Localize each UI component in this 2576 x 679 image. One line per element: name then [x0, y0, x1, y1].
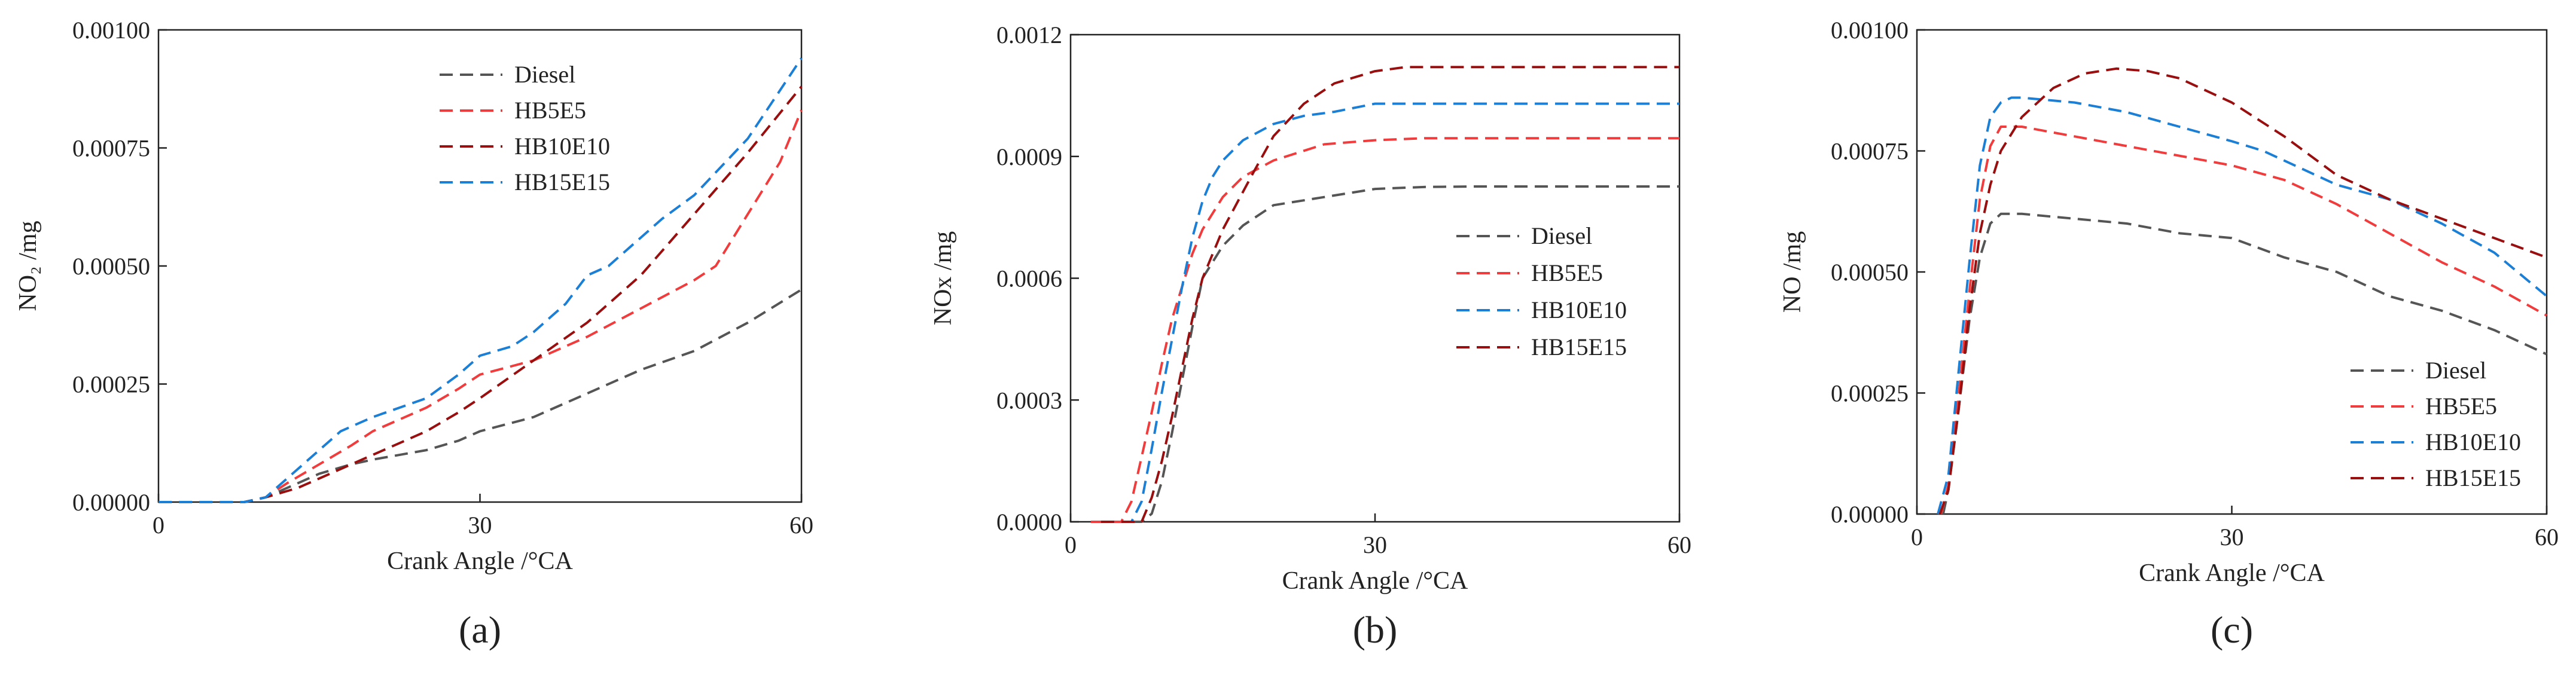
- chart-c-y-tick-label: 0.00025: [1831, 380, 1909, 407]
- chart-b-panel-label: (b): [1353, 608, 1398, 651]
- chart-c-legend: Diesel HB5E5 HB10E10 HB15E15: [2351, 357, 2521, 491]
- chart-b-y-axis-label: NOx /mg: [929, 231, 957, 326]
- chart-b-series-hb5e5-line: [1090, 137, 1679, 523]
- chart-b-legend-label-hb15e15: HB15E15: [1531, 334, 1627, 360]
- chart-c-y-tick-label: 0.00050: [1831, 259, 1909, 286]
- chart-b: 0 30 60 0.0000 0.0003 0.0006 0.0009 0.0012 Crank…: [929, 22, 1691, 651]
- chart-c-y-tick-label: 0.00100: [1831, 17, 1909, 44]
- chart-a-y-tick-label: 0.00025: [72, 371, 150, 398]
- chart-a-x-tick-label: 60: [789, 512, 813, 539]
- chart-a-series-hb10e10-line: [158, 85, 803, 503]
- chart-a-x-tick-label: 30: [468, 512, 492, 539]
- chart-b-y-tick-label: 0.0000: [996, 509, 1062, 536]
- chart-a-legend-label-hb15e15: HB15E15: [514, 169, 610, 195]
- chart-b-y-tick-label: 0.0009: [996, 143, 1062, 170]
- chart-c-x-tick-label: 30: [2220, 524, 2244, 550]
- chart-b-legend-label-hb5e5: HB5E5: [1531, 259, 1603, 286]
- chart-c-legend-label-hb15e15: HB15E15: [2425, 464, 2521, 491]
- chart-c-x-tick-label: 60: [2535, 524, 2559, 550]
- chart-b-legend-label-diesel: Diesel: [1531, 222, 1592, 249]
- chart-b-x-tick-label: 30: [1363, 531, 1387, 558]
- chart-a-y-tick-label: 0.00075: [72, 135, 150, 162]
- chart-c-y-tick-label: 0.00075: [1831, 138, 1909, 165]
- chart-c-x-tick-label: 0: [1911, 524, 1923, 550]
- chart-b-series-hb15e15-line: [1100, 66, 1679, 523]
- chart-a-legend: Diesel HB5E5 HB10E10 HB15E15: [440, 61, 610, 195]
- chart-b-legend-label-hb10e10: HB10E10: [1531, 296, 1627, 323]
- chart-b-y-tick-label: 0.0012: [996, 22, 1062, 48]
- chart-c-legend-label-diesel: Diesel: [2425, 357, 2486, 384]
- chart-a-legend-label-hb5e5: HB5E5: [514, 97, 586, 124]
- chart-a-y-tick-label: 0.00100: [72, 17, 150, 44]
- chart-b-y-tick-label: 0.0003: [996, 387, 1062, 414]
- chart-a-legend-label-diesel: Diesel: [514, 61, 575, 88]
- chart-a-y-tick-label: 0.00050: [72, 253, 150, 280]
- chart-c-series-hb5e5-line: [1940, 126, 2547, 515]
- chart-b-series-hb10e10-line: [1100, 102, 1679, 523]
- chart-c-y-axis-label: NO /mg: [1779, 231, 1806, 313]
- chart-b-x-axis-label: Crank Angle /°CA: [1282, 567, 1468, 595]
- chart-a-y-axis-label: NO₂ /mg: [14, 221, 42, 311]
- chart-c-series-hb10e10-line: [1937, 96, 2548, 515]
- chart-a-legend-label-hb10e10: HB10E10: [514, 133, 610, 160]
- chart-c-legend-label-hb5e5: HB5E5: [2425, 393, 2497, 420]
- chart-b-y-tick-label: 0.0006: [996, 265, 1062, 292]
- chart-c: 0 30 60 0.00000 0.00025 0.00050 0.00075 0.00100…: [1779, 17, 2559, 651]
- chart-c-legend-label-hb10e10: HB10E10: [2425, 429, 2521, 455]
- chart-c-x-axis-label: Crank Angle /°CA: [2139, 559, 2325, 587]
- chart-a-series-hb15e15-line: [158, 57, 803, 503]
- chart-a-series-hb5e5-line: [158, 109, 803, 503]
- chart-a-series-diesel-line: [158, 288, 803, 503]
- chart-a: 0 30 60 0.00000 0.00025 0.00050 0.00075 0.00100…: [14, 17, 813, 651]
- chart-b-legend: Diesel HB5E5 HB10E10 HB15E15: [1456, 222, 1627, 360]
- chart-a-y-tick-label: 0.00000: [72, 489, 150, 516]
- chart-c-panel-label: (c): [2211, 608, 2253, 651]
- chart-a-panel-label: (a): [459, 608, 501, 651]
- chart-a-x-tick-label: 0: [153, 512, 164, 539]
- chart-a-x-axis-label: Crank Angle /°CA: [387, 548, 573, 575]
- chart-c-series-diesel-line: [1941, 212, 2547, 515]
- chart-b-x-tick-label: 0: [1065, 531, 1077, 558]
- chart-c-y-tick-label: 0.00000: [1831, 501, 1909, 528]
- chart-c-series-hb15e15-line: [1938, 67, 2547, 515]
- chart-b-x-tick-label: 60: [1667, 531, 1691, 558]
